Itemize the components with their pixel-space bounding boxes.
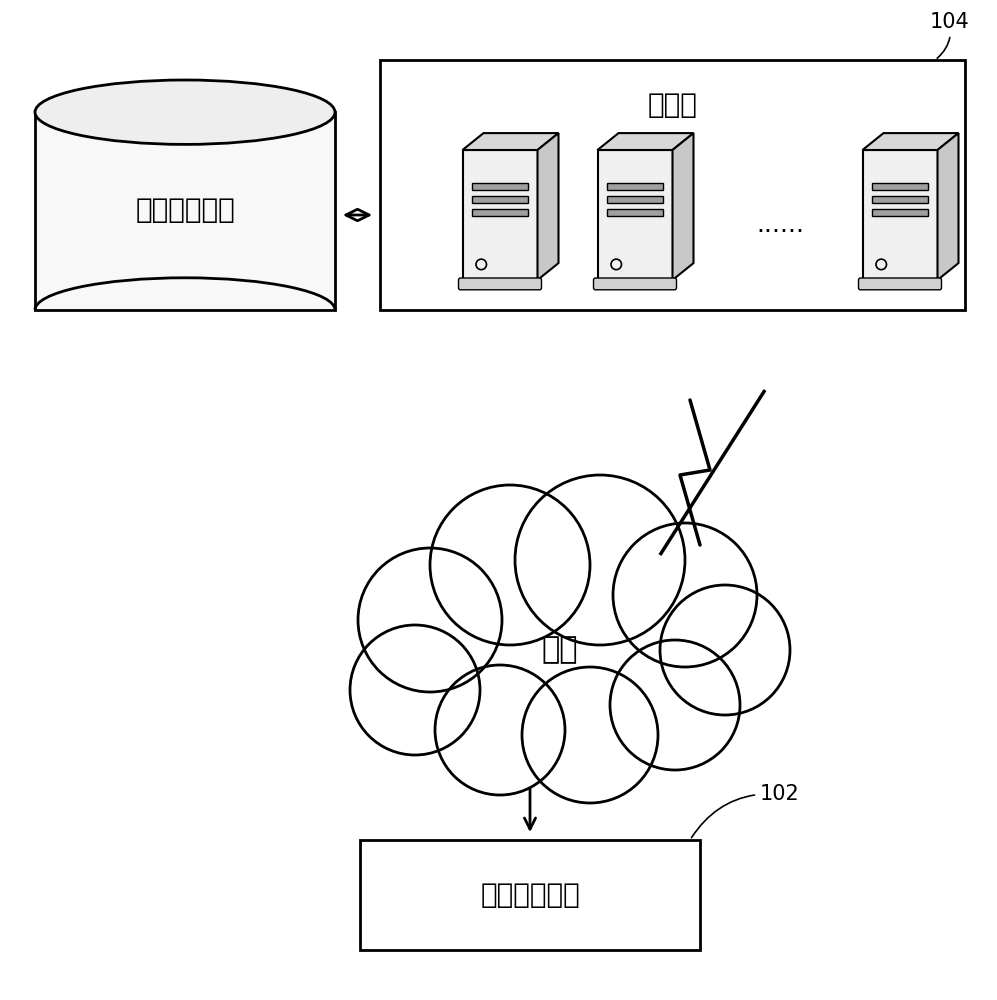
Text: 104: 104: [930, 12, 970, 58]
Polygon shape: [862, 150, 937, 280]
Circle shape: [610, 640, 740, 770]
Circle shape: [515, 475, 685, 645]
Polygon shape: [937, 133, 958, 280]
Polygon shape: [35, 112, 335, 310]
Circle shape: [435, 665, 565, 795]
FancyBboxPatch shape: [472, 209, 528, 216]
Text: 网络: 网络: [541, 636, 578, 664]
FancyBboxPatch shape: [607, 182, 663, 190]
Circle shape: [660, 585, 790, 715]
FancyBboxPatch shape: [871, 209, 928, 216]
FancyBboxPatch shape: [472, 196, 528, 203]
Polygon shape: [463, 133, 558, 150]
FancyBboxPatch shape: [858, 278, 941, 290]
Polygon shape: [673, 133, 694, 280]
FancyBboxPatch shape: [380, 60, 965, 310]
Polygon shape: [597, 133, 694, 150]
Polygon shape: [463, 150, 537, 280]
Text: 直流电网系统: 直流电网系统: [481, 881, 580, 909]
Text: ......: ......: [756, 213, 804, 237]
FancyBboxPatch shape: [459, 278, 541, 290]
Polygon shape: [597, 150, 673, 280]
FancyBboxPatch shape: [593, 278, 677, 290]
Circle shape: [522, 667, 658, 803]
FancyBboxPatch shape: [871, 196, 928, 203]
Circle shape: [358, 548, 502, 692]
FancyBboxPatch shape: [871, 182, 928, 190]
FancyBboxPatch shape: [472, 182, 528, 190]
Polygon shape: [537, 133, 558, 280]
FancyBboxPatch shape: [607, 196, 663, 203]
Ellipse shape: [35, 80, 335, 144]
Circle shape: [350, 625, 480, 755]
FancyBboxPatch shape: [607, 209, 663, 216]
Text: 102: 102: [692, 784, 800, 838]
FancyBboxPatch shape: [360, 840, 700, 950]
Text: 服务器: 服务器: [648, 91, 698, 119]
Circle shape: [430, 485, 590, 645]
Polygon shape: [862, 133, 958, 150]
Text: 数据存储系统: 数据存储系统: [136, 196, 235, 224]
Circle shape: [613, 523, 757, 667]
